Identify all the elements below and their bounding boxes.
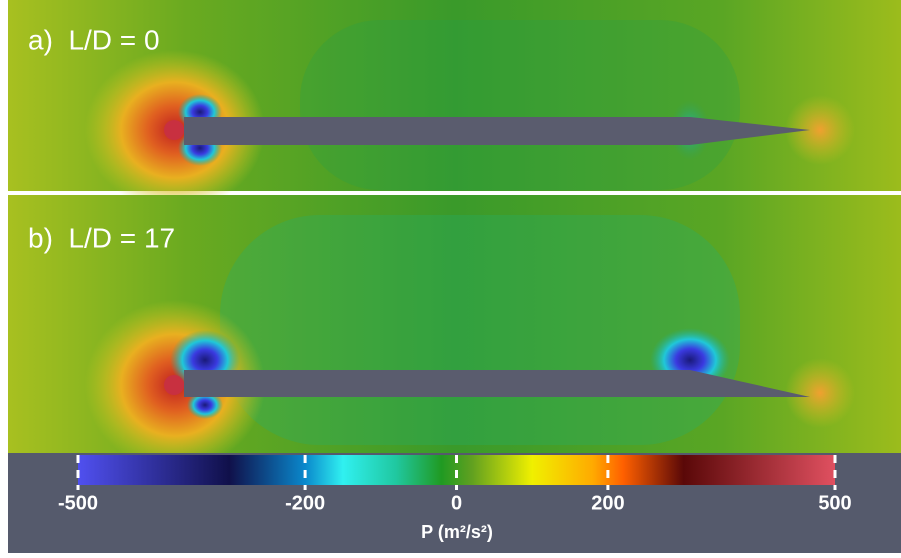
colorbar: P (m²/s²) -500 -200 0 200 500 [8,453,901,553]
panel-label: b) L/D = 17 [28,222,175,253]
colorbar-label: P (m²/s²) [421,522,493,542]
colorbar-tick-label: -500 [58,492,98,514]
colorbar-tick-label: 0 [451,492,462,514]
panel-label: a) L/D = 0 [28,24,160,55]
panel-b: b) L/D = 17 [8,195,901,470]
panel-a: a) L/D = 0 [8,0,901,210]
colorbar-tick-label: 200 [591,492,624,514]
colorbar-tick-label: -200 [285,492,325,514]
colorbar-tick-label: 500 [818,492,851,514]
